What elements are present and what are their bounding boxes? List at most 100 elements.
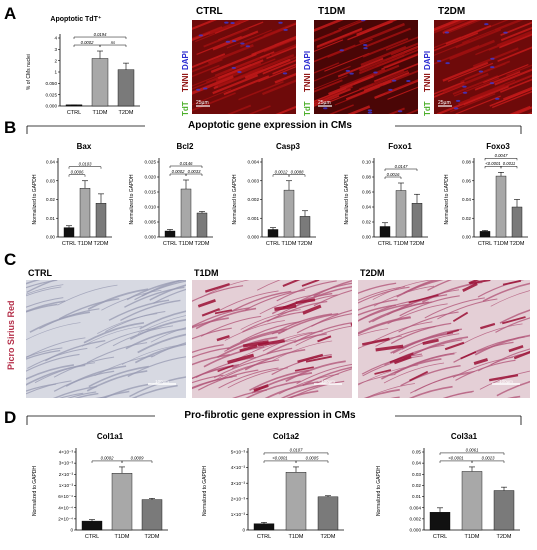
y-tick-label: 0.020 xyxy=(145,175,157,180)
col1a2-chart: Col1a2 Normalized to GAPDH 0 1×10⁻³ 2×10⁻³ 3×… xyxy=(202,432,344,540)
x-tick-label: T1DM xyxy=(93,110,108,116)
y-tick-label: 0 xyxy=(70,528,73,533)
bar-ctrl xyxy=(267,229,279,238)
x-tick-label: T1DM xyxy=(494,241,509,247)
pvalue-bracket xyxy=(272,174,290,177)
pvalue-label: 0.0146 xyxy=(180,161,193,166)
x-tick-label: T2DM xyxy=(195,241,210,247)
pvalue-bracket xyxy=(500,166,518,169)
pvalue-bracket xyxy=(169,173,187,176)
y-tick-label: 0.015 xyxy=(145,190,157,195)
casp3-chart: Casp3 Normalized to GAPDH 0.000 0.001 0.002 0… xyxy=(232,142,316,247)
histology-title: T1DM xyxy=(194,268,219,278)
pvalue-label: 0.0002 xyxy=(101,456,114,461)
channel-label: TNNI xyxy=(303,73,312,92)
x-tick-label: CTRL xyxy=(85,534,99,540)
x-tick-label: T2DM xyxy=(510,241,525,247)
bar-ctrl xyxy=(253,523,275,531)
y-tick-label: 0.02 xyxy=(462,216,471,221)
y-tick-label: 3×10⁻³ xyxy=(59,461,74,466)
y-tick-label: 0.03 xyxy=(46,178,55,183)
pvalue-bracket xyxy=(73,36,127,40)
pvalue-label: 0.0033 xyxy=(188,169,201,174)
pvalue-bracket xyxy=(121,460,153,463)
x-tick-label: T1DM xyxy=(289,534,304,540)
y-tick-label: 0.010 xyxy=(145,205,157,210)
bar-ctrl xyxy=(63,227,75,238)
pvalue-bracket xyxy=(185,173,203,176)
pvalue-label: 0.0103 xyxy=(79,162,92,167)
chart-ylabel: Normalized to GAPDH xyxy=(376,466,382,516)
y-tick-label: 0.02 xyxy=(46,197,55,202)
y-tick-label: 0.04 xyxy=(412,461,421,466)
foxo3-chart: Foxo3 Normalized to GAPDH 0.00 0.02 0.04 0.06… xyxy=(444,142,528,247)
y-tick-label: 4×10⁻³ xyxy=(59,450,74,455)
x-tick-label: CTRL xyxy=(378,241,392,247)
pvalue-bracket xyxy=(263,452,329,455)
y-tick-label: 2×10⁻³ xyxy=(231,496,246,501)
channel-label: DAPI xyxy=(423,50,432,70)
stain-label: Picro Sirius Red xyxy=(6,300,16,370)
bax-chart: Bax Normalized to GAPDH 0.00 0.01 0.02 0.03 0.… xyxy=(32,142,112,247)
bar-t2dm xyxy=(511,206,523,238)
fluorescence-micrograph: 25µm xyxy=(434,20,532,114)
pvalue-label: 0.0012 xyxy=(275,170,288,175)
x-tick-label: T1DM xyxy=(465,534,480,540)
channel-label: DAPI xyxy=(303,50,312,70)
x-tick-label: T2DM xyxy=(298,241,313,247)
x-tick-label: CTRL xyxy=(257,534,271,540)
y-tick-label: 0.050 xyxy=(46,81,58,86)
y-tick-label: 2 xyxy=(54,58,57,63)
pvalue-bracket xyxy=(169,165,203,168)
channel-label: TNNI xyxy=(423,73,432,92)
pvalue-label: 0.0061 xyxy=(466,448,479,453)
chart-title: Casp3 xyxy=(276,142,301,151)
scale-bar-label: 25µm xyxy=(438,100,451,106)
y-tick-label: 0.004 xyxy=(248,160,260,165)
pvalue-label: 0.0009 xyxy=(131,456,144,461)
y-tick-label: 0.003 xyxy=(248,178,260,183)
y-tick-label: 0.02 xyxy=(412,483,421,488)
pvalue-bracket xyxy=(384,176,402,179)
bar-t1dm xyxy=(461,471,483,531)
bar-t2dm xyxy=(317,496,339,531)
pvalue-label: 0.0147 xyxy=(395,164,408,169)
x-tick-label: CTRL xyxy=(478,241,492,247)
pvalue-label: 0.0194 xyxy=(94,32,107,37)
y-tick-label: 0 xyxy=(242,528,245,533)
y-tick-label: 0.01 xyxy=(46,216,55,221)
channel-label: TNNI xyxy=(181,73,190,92)
bar-ctrl xyxy=(379,226,391,238)
y-tick-label: 0.06 xyxy=(362,190,371,195)
fluorescence-micrograph: 25µm xyxy=(314,20,418,114)
histology-image: 100µm xyxy=(26,280,186,398)
y-tick-label: 0.05 xyxy=(412,450,421,455)
chart-ylabel: Normalized to GAPDH xyxy=(232,174,238,224)
pvalue-label: <0.0001 xyxy=(485,161,500,166)
panel-letter-d: D xyxy=(4,408,17,427)
foxo1-chart: Foxo1 Normalized to GAPDH 0.00 0.02 0.04 0.06… xyxy=(344,142,428,247)
section-b-title: Apoptotic gene expression in CMs xyxy=(188,120,352,131)
pvalue-bracket xyxy=(484,158,518,161)
pvalue-bracket xyxy=(99,44,127,48)
bar-t1dm xyxy=(395,190,407,238)
chart-title: Bax xyxy=(77,142,92,151)
micrograph-title: CTRL xyxy=(196,6,223,17)
x-tick-label: CTRL xyxy=(67,110,81,116)
apoptotic-tdt-chart: Apoptotic TdT⁺ % of CMs nuclei 0.000 0.025 0… xyxy=(26,15,140,116)
pvalue-label: 0.0002 xyxy=(81,40,94,45)
section-d-title: Pro-fibrotic gene expression in CMs xyxy=(184,410,356,421)
pvalue-bracket xyxy=(288,174,306,177)
col3a1-chart: Col3a1 Normalized to GAPDH 0.000 0.002 0.004… xyxy=(376,432,520,540)
micrograph-title: T1DM xyxy=(318,6,346,17)
channel-label: DAPI xyxy=(181,50,190,70)
scale-bar-label: 100µm xyxy=(155,379,169,384)
y-tick-label: 0.01 xyxy=(412,494,421,499)
chart-ylabel: Normalized to GAPDH xyxy=(344,174,350,224)
bcl2-chart: Bcl2 Normalized to GAPDH 0.000 0.005 0.010 0.… xyxy=(129,142,213,247)
y-tick-label: 0.025 xyxy=(46,92,58,97)
histology-image: 100µm xyxy=(192,280,352,398)
x-tick-label: T2DM xyxy=(410,241,425,247)
pvalue-label: 0.0002 xyxy=(172,169,185,174)
y-tick-label: 4×10⁻³ xyxy=(231,465,246,470)
